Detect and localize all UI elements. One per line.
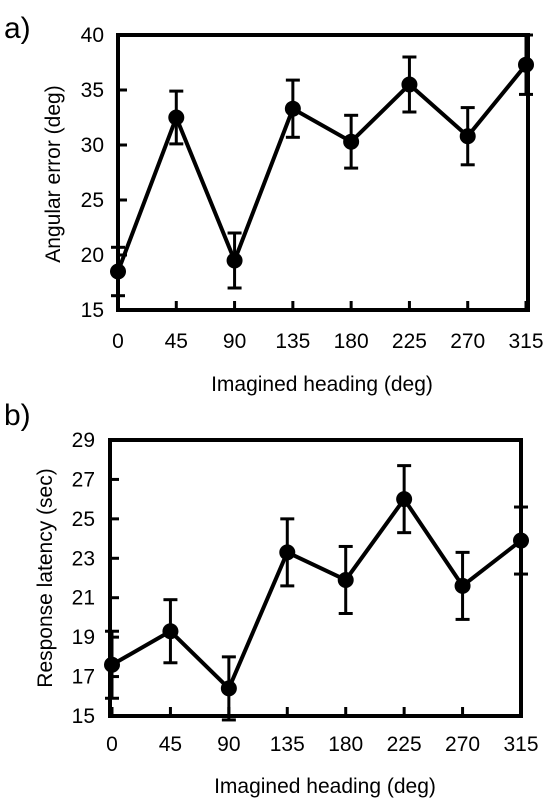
panel-a-y-axis-label: Angular error (deg) [42,85,65,262]
panel-a-y-tick-label: 35 [81,79,104,102]
panel-a-x-tick-label: 90 [223,330,246,353]
panel-a-x-tick-label: 315 [508,330,543,353]
panel-a-data-point [518,56,534,73]
panel-b-data-point [279,544,296,561]
panel-a-data-point [459,128,476,145]
panel-b-x-tick-label: 315 [503,733,538,756]
panel-a-label: a) [4,12,31,45]
panel-a-y-tick-label: 20 [81,244,104,267]
panel-a-data-point [168,109,185,126]
panel-b-x-tick-label: 90 [217,733,240,756]
panel-b-x-tick-label: 225 [387,733,422,756]
panel-b-y-tick-label: 29 [72,429,95,452]
panel-b-data-point [104,656,120,673]
panel-a-y-tick-label: 30 [81,134,104,157]
panel-a-x-tick-label: 180 [334,330,369,353]
panel-a-x-tick-label: 0 [112,330,124,353]
panel-b-y-tick-label: 17 [72,666,95,689]
panel-b-data-point [220,680,237,697]
panel-b-y-axis-label: Response latency (sec) [34,468,57,687]
panel-a-x-tick-label: 270 [450,330,485,353]
panel-a-y-tick-label: 40 [81,24,104,47]
panel-b-data-point [337,571,354,588]
panel-a-y-tick-label: 25 [81,189,104,212]
panel-b-x-tick-label: 45 [159,733,182,756]
panel-a-plot-frame [116,33,530,312]
panel-a-y-tick-label: 15 [81,299,104,322]
panel-b-y-tick-label: 25 [72,508,95,531]
panel-b-x-axis-label: Imagined heading (deg) [214,775,436,798]
panel-b-y-tick-label: 27 [72,468,95,491]
panel-b-label: b) [4,399,31,432]
panel-b-x-tick-label: 0 [106,733,118,756]
panel-a-data-point [284,100,301,117]
panel-a: a) Imagined heading (deg) Angular error … [4,12,543,396]
panel-b-y-tick-label: 23 [72,547,95,570]
panel-a-data-point [343,133,360,150]
panel-b-y-tick-label: 15 [72,705,95,728]
panel-b-data-point [396,491,413,508]
panel-a-data-point [110,263,126,280]
panel-a-data-point [401,76,418,93]
panel-b-data-point [162,623,179,640]
panel-b-x-tick-label: 180 [328,733,363,756]
panel-a-x-tick-label: 45 [165,330,188,353]
panel-b-x-tick-label: 270 [445,733,480,756]
panel-b-data-point [454,577,471,594]
panel-a-series-line [116,63,528,273]
panel-b: b) Imagined heading (deg) Response laten… [4,399,539,798]
panel-b-plot-frame [108,438,523,718]
panel-b-series-line [111,495,523,692]
panel-b-x-tick-label: 135 [270,733,305,756]
panel-a-data-point [226,252,243,269]
panel-a-x-tick-label: 135 [275,330,310,353]
panel-a-x-tick-label: 225 [392,330,427,353]
panel-b-y-tick-label: 21 [72,587,95,610]
panel-b-y-tick-label: 19 [72,626,95,649]
panel-b-data-point [513,532,529,549]
panel-a-x-axis-label: Imagined heading (deg) [211,373,433,396]
